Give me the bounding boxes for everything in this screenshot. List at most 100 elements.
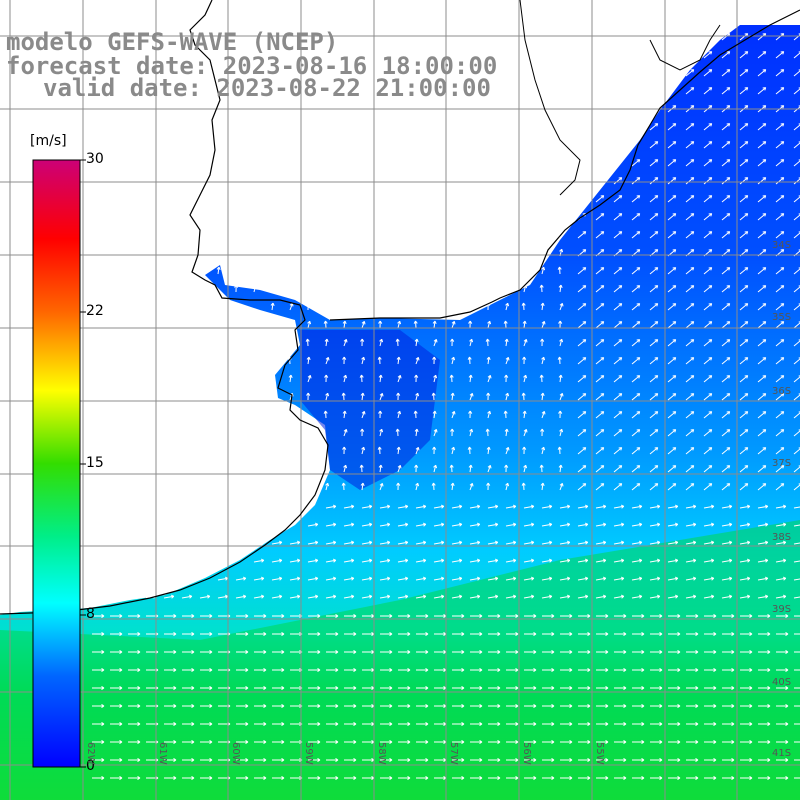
wind-arrow bbox=[397, 577, 408, 581]
wind-arrow-head bbox=[350, 576, 355, 579]
wind-arrow-head bbox=[353, 685, 357, 689]
wind-arrow bbox=[325, 410, 327, 419]
wind-arrow-head bbox=[728, 540, 733, 543]
wind-arrow-head bbox=[173, 775, 177, 779]
wind-arrow bbox=[703, 411, 713, 419]
wind-arrow-head bbox=[335, 649, 339, 653]
wind-arrow bbox=[793, 322, 800, 329]
wind-arrow-head bbox=[396, 446, 400, 450]
wind-arrow-head bbox=[551, 721, 555, 725]
wind-arrow-head bbox=[101, 703, 105, 707]
wind-arrow bbox=[487, 375, 491, 383]
inland-river bbox=[519, 0, 581, 196]
wind-arrow-head bbox=[332, 522, 337, 525]
wind-arrow bbox=[793, 542, 800, 545]
wind-arrow bbox=[217, 595, 228, 599]
wind-arrow bbox=[289, 595, 300, 599]
wind-arrow bbox=[721, 195, 731, 203]
wind-arrow-head bbox=[695, 685, 699, 689]
wind-arrow-head bbox=[263, 757, 267, 761]
wind-arrow-head bbox=[407, 613, 411, 617]
wind-arrow bbox=[433, 465, 437, 473]
wind-arrow-head bbox=[101, 757, 105, 761]
wind-arrow bbox=[793, 178, 800, 185]
wind-arrow-head bbox=[566, 540, 571, 543]
wind-arrow-head bbox=[317, 739, 321, 743]
wind-arrow-head bbox=[728, 576, 733, 579]
wind-arrow-head bbox=[270, 302, 274, 306]
wind-arrow-head bbox=[317, 631, 321, 635]
wind-arrow-head bbox=[656, 522, 661, 525]
wind-arrow bbox=[595, 195, 605, 203]
wind-arrow-head bbox=[389, 685, 393, 689]
wind-arrow bbox=[793, 506, 800, 509]
wind-arrow bbox=[649, 177, 659, 185]
wind-arrow bbox=[649, 505, 660, 509]
wind-arrow bbox=[415, 410, 417, 419]
wind-arrow bbox=[631, 159, 641, 167]
wind-arrow-head bbox=[378, 374, 382, 378]
wind-arrow-head bbox=[692, 594, 697, 597]
wind-arrow-head bbox=[767, 739, 771, 743]
wind-arrow-head bbox=[425, 613, 429, 617]
wind-arrow-head bbox=[469, 338, 473, 342]
wind-arrow bbox=[793, 484, 800, 491]
wind-arrow bbox=[469, 375, 472, 383]
wind-arrow bbox=[649, 375, 659, 383]
wind-arrow bbox=[739, 505, 750, 509]
wind-arrow-head bbox=[188, 594, 193, 597]
wind-arrow bbox=[595, 559, 606, 563]
wind-arrow-head bbox=[119, 703, 123, 707]
wind-arrow bbox=[523, 541, 534, 545]
wind-arrow-head bbox=[533, 631, 537, 635]
wind-arrow-head bbox=[587, 631, 591, 635]
wind-arrow bbox=[433, 375, 437, 383]
wind-arrow bbox=[631, 465, 641, 473]
wind-arrow bbox=[451, 577, 462, 581]
wind-arrow bbox=[703, 231, 713, 239]
wind-arrow bbox=[649, 321, 659, 329]
wind-arrow bbox=[703, 159, 713, 167]
wind-arrow-head bbox=[731, 667, 735, 671]
wind-arrow-head bbox=[540, 338, 543, 342]
wind-arrow bbox=[451, 357, 455, 365]
wind-arrow bbox=[721, 523, 732, 527]
wind-arrow bbox=[523, 482, 525, 491]
wind-arrow-head bbox=[245, 739, 249, 743]
wind-arrow bbox=[793, 560, 800, 563]
wind-arrow-head bbox=[377, 446, 380, 450]
wind-arrow-head bbox=[378, 410, 381, 414]
wind-arrow-head bbox=[101, 775, 105, 779]
wind-arrow-head bbox=[584, 504, 589, 507]
wind-arrow bbox=[703, 303, 713, 311]
wind-arrow bbox=[235, 595, 246, 599]
wind-arrow bbox=[379, 446, 381, 455]
wind-arrow-head bbox=[173, 703, 177, 707]
wind-arrow bbox=[271, 595, 282, 599]
wind-arrow-head bbox=[317, 757, 321, 761]
wind-arrow-head bbox=[281, 649, 285, 653]
lat-label-38s: 38S bbox=[772, 532, 792, 543]
wind-arrow-head bbox=[782, 558, 787, 561]
wind-arrow-head bbox=[559, 338, 563, 342]
wind-arrow-head bbox=[497, 721, 501, 725]
wind-arrow-head bbox=[296, 540, 301, 543]
wind-arrow-head bbox=[710, 576, 715, 579]
wind-arrow bbox=[667, 213, 677, 221]
wind-arrow bbox=[559, 285, 562, 293]
wind-arrow-head bbox=[368, 522, 373, 525]
wind-arrow bbox=[469, 541, 480, 545]
wind-arrow bbox=[757, 465, 767, 473]
wind-arrow bbox=[775, 447, 785, 455]
wind-arrow bbox=[757, 393, 767, 401]
wind-arrow bbox=[595, 357, 605, 365]
wind-arrow bbox=[775, 213, 785, 221]
wind-arrow bbox=[595, 523, 606, 527]
wind-arrow bbox=[505, 357, 509, 365]
wind-arrow-head bbox=[559, 483, 563, 486]
wind-arrow bbox=[721, 213, 731, 221]
wind-arrow bbox=[199, 595, 210, 599]
wind-arrow-head bbox=[512, 576, 517, 579]
wind-arrow-head bbox=[341, 392, 344, 396]
wind-arrow-head bbox=[713, 775, 717, 779]
